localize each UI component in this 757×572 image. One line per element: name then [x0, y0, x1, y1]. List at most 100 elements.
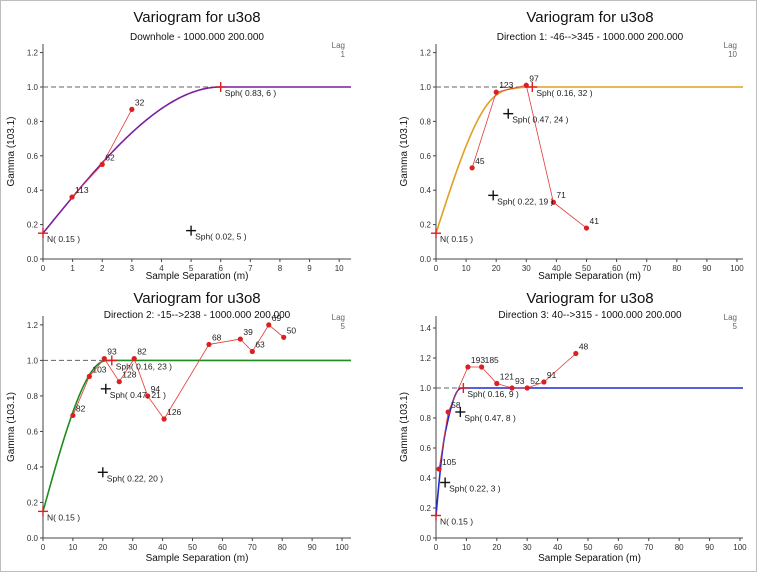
- panel-1-structure-label: Sph( 0.83, 6 ): [225, 88, 277, 98]
- panel-4-x-tick-label: 30: [523, 543, 532, 552]
- panel-2-structure-label: Sph( 0.22, 19 ): [497, 196, 553, 206]
- panel-1-point-label: 113: [75, 185, 89, 195]
- panel-4-point-label: 93: [515, 376, 525, 386]
- panel-3-data-point: [145, 393, 151, 399]
- panel-1-y-tick-label: 0.4: [27, 186, 39, 195]
- panel-3-x-tick-label: 60: [218, 543, 227, 552]
- panel-4-lag-label: Lag: [724, 313, 737, 322]
- panel-1-x-tick-label: 8: [278, 264, 283, 273]
- panel-1-model-curve: [42, 86, 351, 234]
- panel-4-y-tick-label: 0.4: [420, 474, 432, 483]
- panel-1-x-tick-label: 1: [70, 264, 75, 273]
- panel-3-structure-label: Sph( 0.47, 21 ): [110, 390, 166, 400]
- panel-2-y-tick-label: 0.4: [420, 186, 432, 195]
- panel-3-x-tick-label: 40: [158, 543, 167, 552]
- panel-4-point-label: 105: [442, 457, 456, 467]
- panel-3-y-tick-label: 0.6: [27, 427, 39, 436]
- panel-1-x-tick-label: 6: [218, 264, 223, 273]
- panel-4-x-tick-label: 60: [614, 543, 623, 552]
- panel-2-x-tick-label: 40: [552, 264, 561, 273]
- panel-2-point-label: 71: [556, 190, 566, 200]
- panel-2-data-point: [469, 165, 475, 171]
- panel-4-x-tick-label: 0: [434, 543, 439, 552]
- panel-2-title: Variogram for u3o8: [526, 9, 653, 26]
- panel-4-point-label: 185: [485, 355, 499, 365]
- panel-2-data-point: [583, 225, 590, 231]
- panel-3-model-curve: [42, 359, 351, 512]
- panel-2-structure-label: Sph( 0.47, 24 ): [512, 115, 568, 125]
- panel-3-y-tick-label: 0.8: [27, 392, 39, 401]
- panel-3-data-point: [237, 336, 243, 342]
- panel-4-point-label: 48: [579, 342, 589, 352]
- panel-1-x-tick-label: 3: [130, 264, 135, 273]
- panel-1-data-point: [129, 106, 135, 112]
- panel-1-y-tick-label: 0.8: [27, 117, 39, 126]
- panel-3-data-point: [161, 416, 167, 422]
- panel-1-lag-value: 1: [341, 50, 346, 59]
- panel-4-data-point: [509, 385, 515, 391]
- panel-4-x-tick-label: 40: [553, 543, 562, 552]
- panel-4-x-tick-label: 90: [705, 543, 714, 552]
- variogram-panel-2: Variogram for u3o8 Direction 1: -46-->345…: [399, 9, 744, 282]
- panel-3-x-tick-label: 100: [335, 543, 349, 552]
- panel-2-data-point: [493, 89, 499, 95]
- panel-3-data-point: [101, 356, 107, 362]
- panel-2-model-curve: [435, 86, 743, 234]
- panel-3-point-label: 69: [272, 313, 282, 323]
- panel-4-structure-label: Sph( 0.16, 9 ): [467, 389, 519, 399]
- panel-3-subtitle: Direction 2: -15-->238 - 1000.000 200.00…: [104, 310, 291, 321]
- panel-4-model-curve: [435, 387, 743, 516]
- panel-4-point-label: 121: [500, 372, 514, 382]
- panel-3-y-axis-label: Gamma (103.1): [6, 392, 17, 462]
- panel-1-x-tick-label: 5: [189, 264, 194, 273]
- panel-2-x-tick-label: 0: [434, 264, 439, 273]
- panel-3-structure-label: N( 0.15 ): [47, 512, 80, 522]
- panel-4-structure-label: N( 0.15 ): [440, 517, 473, 527]
- panel-3-data-point: [70, 412, 76, 419]
- panel-4-y-tick-label: 0.0: [420, 534, 432, 543]
- panel-3-y-tick-label: 0.2: [27, 498, 39, 507]
- panel-3-experimental-line: [72, 324, 284, 420]
- panel-4-x-tick-label: 80: [675, 543, 684, 552]
- panel-1-point-label: 62: [105, 152, 115, 162]
- panel-4-y-tick-label: 1.2: [420, 354, 432, 363]
- panel-2-x-tick-label: 20: [492, 264, 501, 273]
- panel-3-data-point: [86, 373, 92, 379]
- panel-1-structure-label: Sph( 0.02, 5 ): [195, 232, 247, 242]
- panel-2-point-label: 41: [589, 216, 599, 226]
- panel-4-data-point: [494, 380, 500, 387]
- panel-2-x-tick-label: 100: [730, 264, 744, 273]
- panel-4-title: Variogram for u3o8: [526, 290, 653, 307]
- panel-3-x-tick-label: 10: [68, 543, 77, 552]
- panel-1-y-tick-label: 0.0: [27, 255, 39, 264]
- panel-2-x-axis-label: Sample Separation (m): [538, 271, 641, 282]
- panel-1-structure-label: N( 0.15 ): [47, 234, 80, 244]
- panel-3-data-point: [131, 356, 137, 362]
- panel-1-x-tick-label: 7: [248, 264, 253, 273]
- panel-3-x-tick-label: 20: [98, 543, 107, 552]
- panel-1-lag-label: Lag: [332, 41, 345, 50]
- panel-3-y-tick-label: 1.2: [27, 321, 39, 330]
- panel-2-lag-label: Lag: [724, 41, 737, 50]
- panel-4-data-point: [478, 364, 485, 370]
- panel-4-point-label: 52: [530, 376, 540, 386]
- panel-4-lag-value: 5: [733, 322, 738, 331]
- panel-3-x-tick-label: 90: [308, 543, 317, 552]
- panel-3-x-tick-label: 50: [188, 543, 197, 552]
- panel-2-x-tick-label: 60: [612, 264, 621, 273]
- panel-3-point-label: 39: [243, 327, 253, 337]
- panel-2-y-tick-label: 0.0: [420, 255, 432, 264]
- panel-4-x-tick-label: 50: [584, 543, 593, 552]
- panel-4-y-tick-label: 1.0: [420, 384, 432, 393]
- panel-1-x-tick-label: 0: [41, 264, 46, 273]
- panel-3-point-label: 126: [167, 407, 181, 417]
- panel-3-structure-label: Sph( 0.22, 20 ): [107, 473, 163, 483]
- panel-4-x-tick-label: 100: [733, 543, 747, 552]
- panel-3-data-point: [116, 379, 122, 385]
- panel-2-lag-value: 10: [728, 50, 737, 59]
- panel-2-y-axis-label: Gamma (103.1): [399, 116, 410, 186]
- panel-3-y-tick-label: 0.4: [27, 463, 39, 472]
- panel-3-x-tick-label: 70: [248, 543, 257, 552]
